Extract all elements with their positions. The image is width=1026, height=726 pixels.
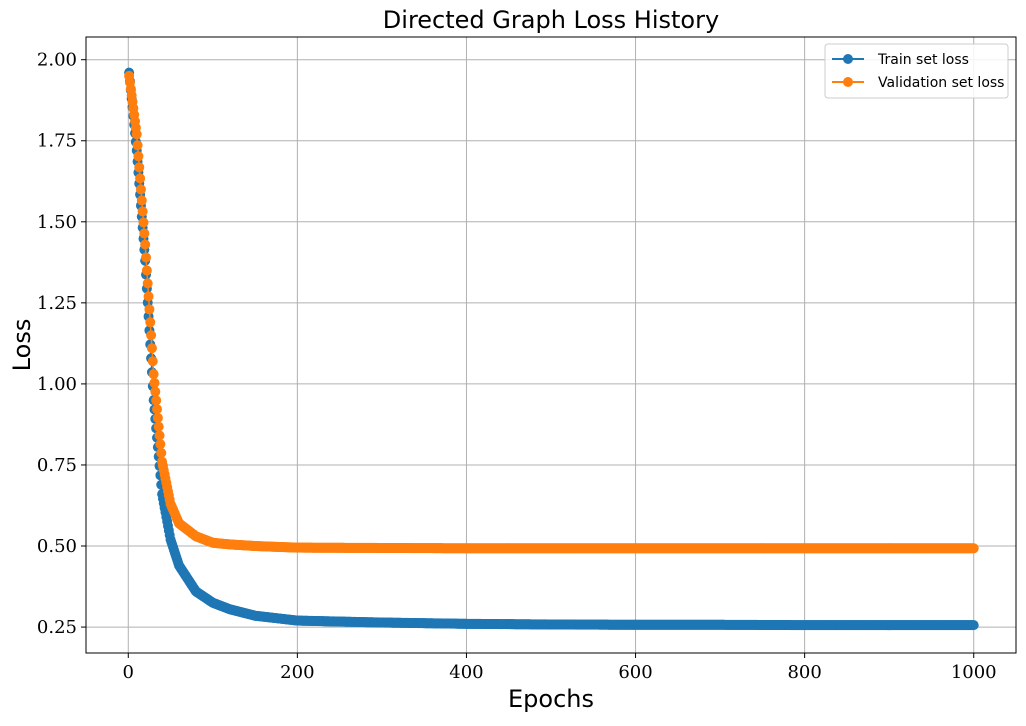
y-tick-label: 2.00 [37,50,77,71]
legend-marker-swatch [843,77,853,87]
chart-title: Directed Graph Loss History [383,6,719,34]
data-point [147,356,158,367]
data-point [135,184,146,195]
x-tick-label: 0 [123,662,134,683]
data-point [152,412,163,423]
plot-frame [85,36,1017,654]
data-point [968,543,979,554]
data-point [136,195,147,206]
data-point [142,278,153,289]
data-point [149,377,160,388]
data-point [150,386,161,397]
legend-box [824,43,1009,99]
data-point [144,304,155,315]
y-tick-label: 0.75 [37,455,77,476]
data-point [131,129,142,140]
data-point [154,430,165,441]
x-tick-label: 200 [280,662,314,683]
data-point [132,140,143,151]
x-tick-label: 1000 [951,662,997,683]
data-point [138,217,149,228]
data-point [155,439,166,450]
data-point [153,421,164,432]
data-point [140,239,151,250]
y-tick-label: 0.25 [37,617,77,638]
data-point [133,151,144,162]
y-tick-label: 1.75 [37,131,77,152]
y-tick-label: 1.00 [37,374,77,395]
data-point [145,317,156,328]
tick-layer: 0 200 400 600 800 1000 0.25 0.50 0.75 1.00 1.25 1.5… [37,50,997,683]
data-point [151,395,162,406]
series-train [124,67,979,631]
data-point [156,447,167,458]
data-point [968,620,979,631]
y-tick-label: 1.50 [37,212,77,233]
x-tick-label: 400 [449,662,483,683]
series-validation [124,70,979,554]
data-layer [124,67,979,631]
data-point [139,228,150,239]
legend: Train set loss Validation set loss [824,43,1009,99]
data-point [137,206,148,217]
data-point [146,330,157,341]
data-point [143,291,154,302]
data-point [146,343,157,354]
data-point [141,265,152,276]
x-tick-label: 600 [618,662,652,683]
x-tick-label: 800 [787,662,821,683]
data-point [148,369,159,380]
y-tick-label: 0.50 [37,536,77,557]
y-axis-label: Loss [8,319,36,372]
legend-marker-swatch [843,54,853,64]
legend-label: Train set loss [877,52,969,68]
y-tick-label: 1.25 [37,293,77,314]
legend-label: Validation set loss [878,75,1004,91]
data-point [134,162,145,173]
x-axis-label: Epochs [508,685,594,713]
data-point [152,404,163,415]
data-point [135,173,146,184]
data-point [141,252,152,263]
